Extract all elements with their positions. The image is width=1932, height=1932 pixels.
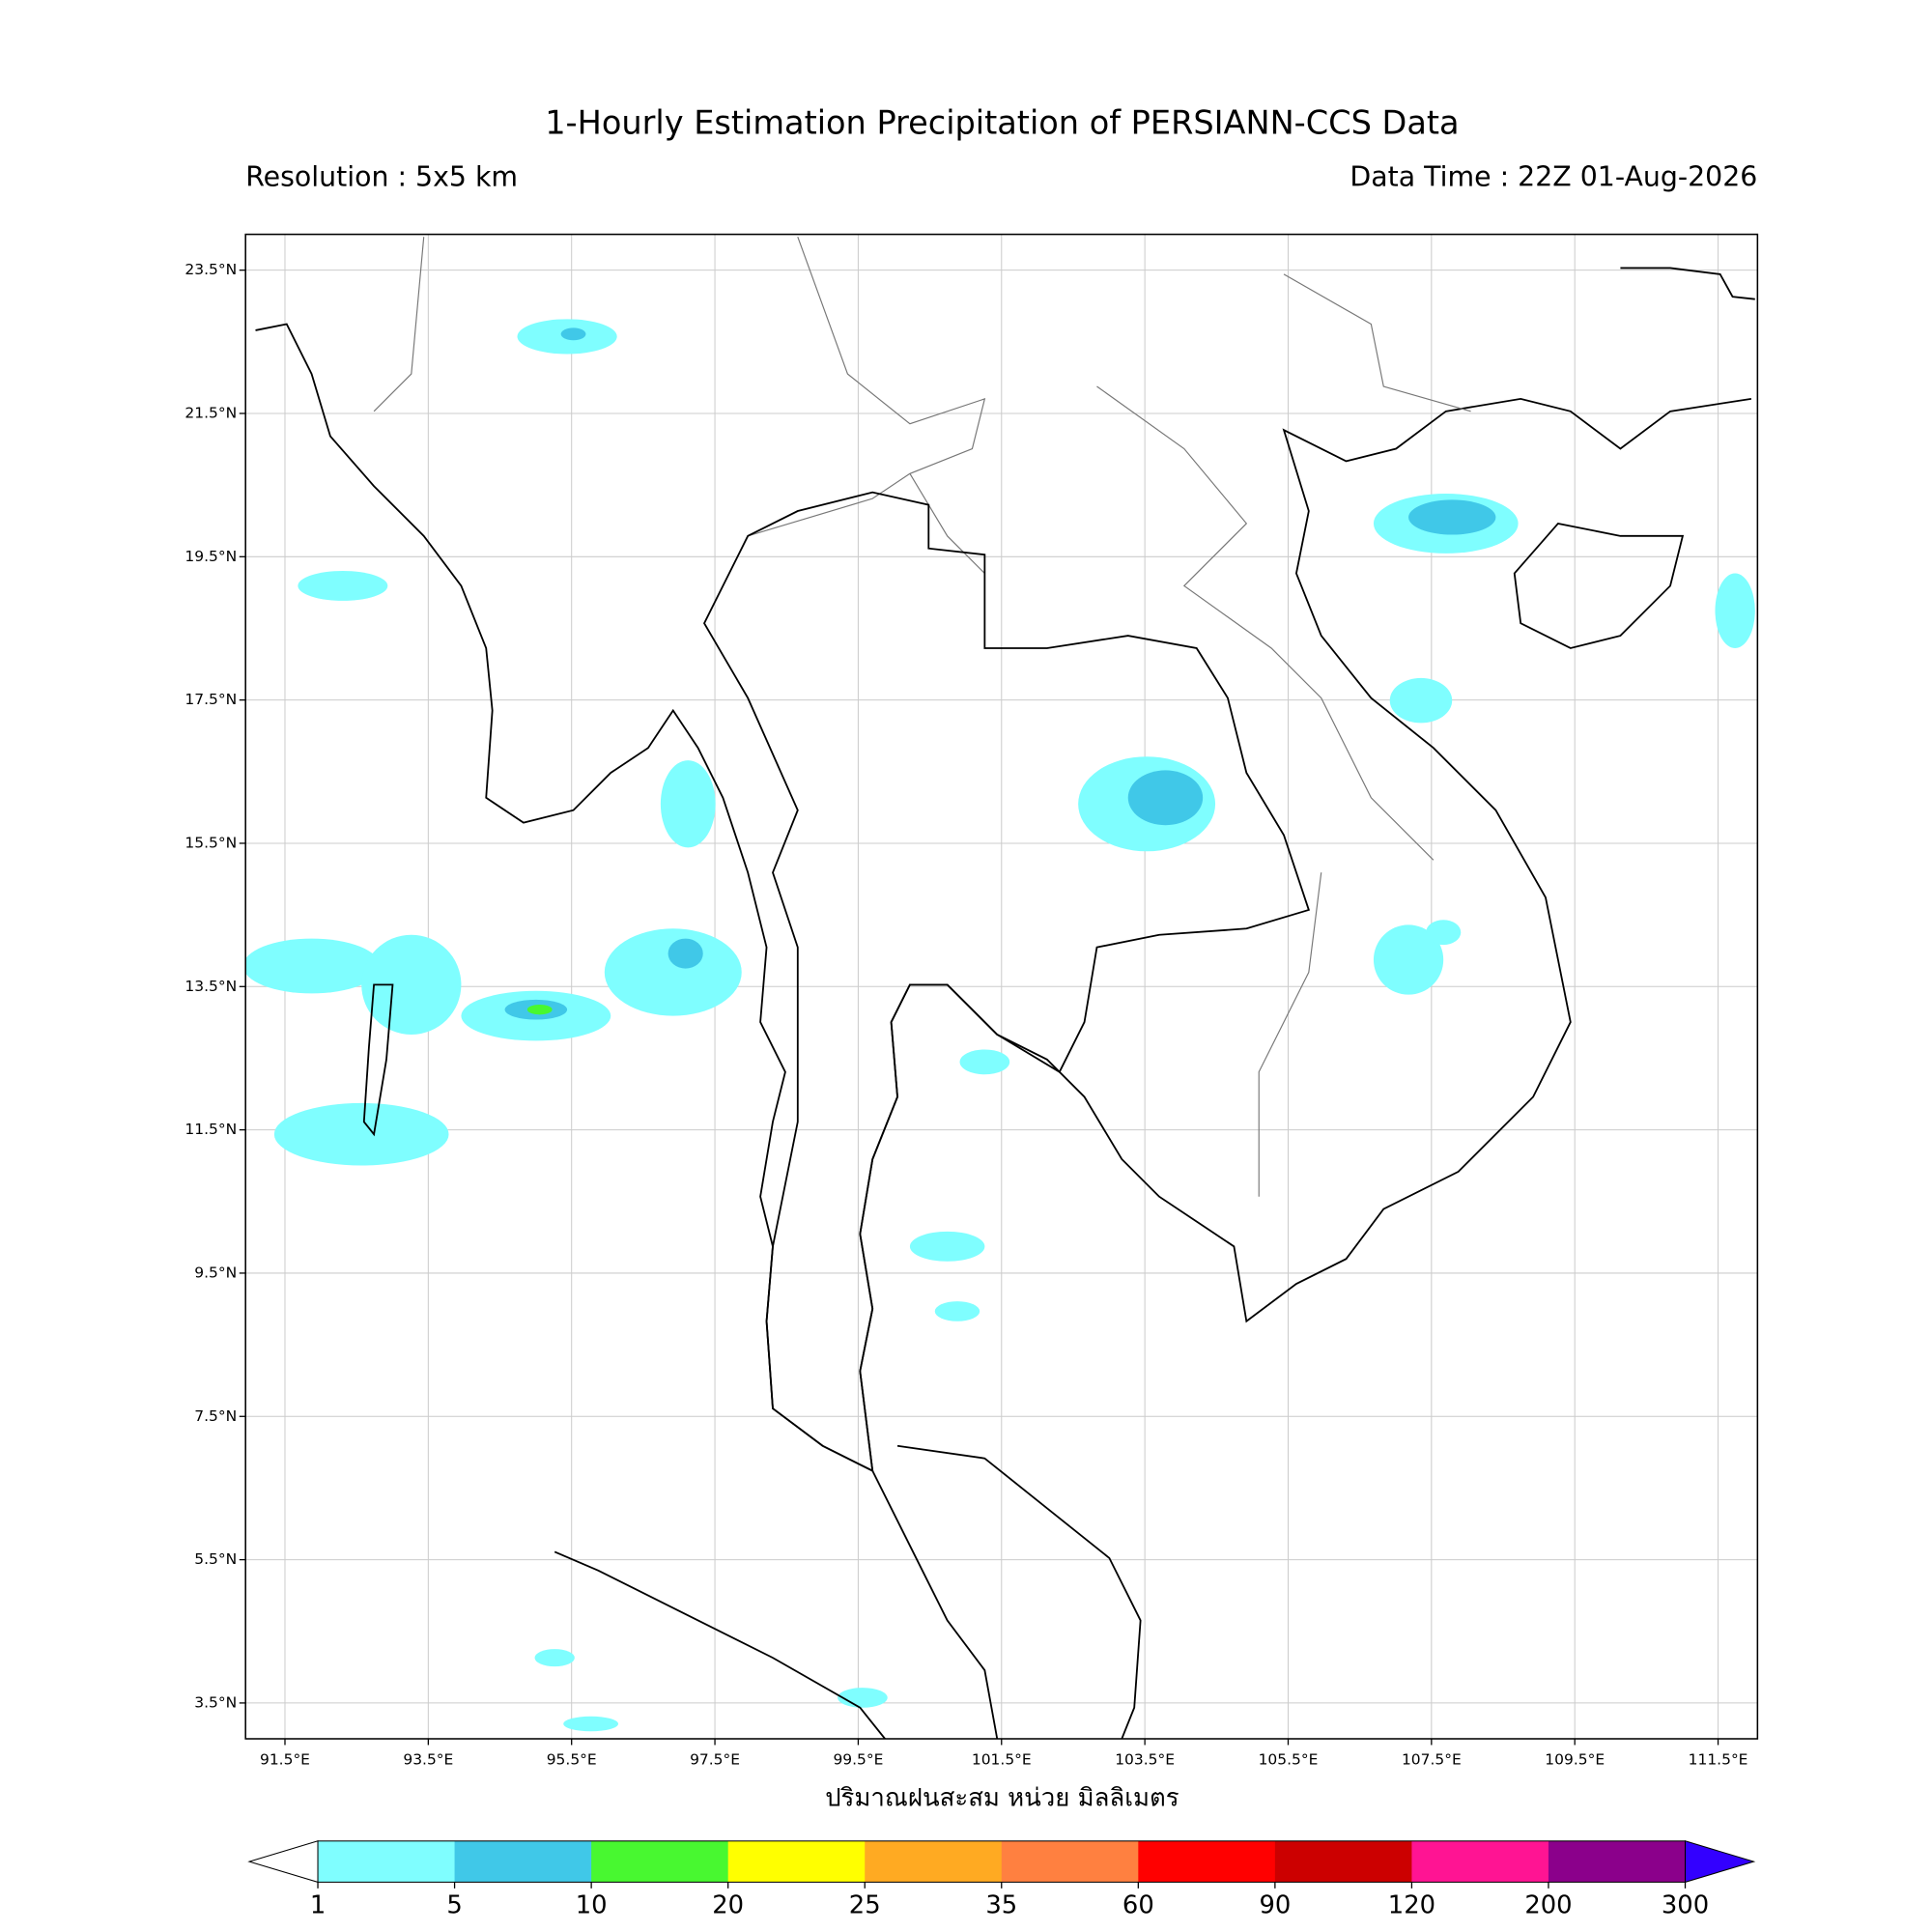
colorbar-tick-label: 5	[446, 1890, 462, 1919]
rain-area	[361, 934, 462, 1035]
rain-area	[1373, 924, 1444, 995]
rain-area	[560, 327, 586, 341]
y-tick-label: 21.5°N	[185, 404, 237, 421]
rain-area	[604, 928, 742, 1016]
colorbar: 1 5 10 20 25 35 60 90 120 200 300	[247, 1840, 1756, 1919]
colorbar-tick-label: 200	[1524, 1890, 1572, 1919]
rain-area	[1389, 677, 1453, 724]
rain-area	[298, 570, 388, 601]
colorbar-bin	[454, 1840, 592, 1883]
rain-area	[838, 1688, 888, 1708]
rain-area	[273, 1102, 449, 1166]
y-tick-label: 17.5°N	[185, 691, 237, 708]
rain-area	[563, 1716, 618, 1732]
x-tick-label: 103.5°E	[1115, 1750, 1175, 1768]
title: 1-Hourly Estimation Precipitation of PER…	[545, 104, 1459, 142]
y-tick-label: 13.5°N	[185, 978, 237, 995]
colorbar-tick-label: 20	[712, 1890, 744, 1919]
x-tick-label: 93.5°E	[403, 1750, 453, 1768]
colorbar-bin	[727, 1840, 866, 1883]
coastline	[554, 1550, 886, 1739]
colorbar-bin	[1411, 1840, 1549, 1883]
colorbar-bin	[1001, 1840, 1139, 1883]
y-tick-label: 11.5°N	[185, 1121, 237, 1138]
x-tick-label: 109.5°E	[1545, 1750, 1605, 1768]
rain-area	[1408, 499, 1496, 535]
precipitation	[245, 319, 1755, 1732]
x-tick-label: 101.5°E	[972, 1750, 1032, 1768]
island	[362, 983, 394, 1137]
colorbar-over	[1684, 1840, 1756, 1884]
y-tick-label: 19.5°N	[185, 548, 237, 565]
rain-area	[660, 760, 716, 848]
colorbar-tick-label: 1	[310, 1890, 326, 1919]
colorbar-bin	[1274, 1840, 1413, 1883]
thailand-border	[703, 491, 1310, 1473]
x-tick-label: 97.5°E	[690, 1750, 740, 1768]
x-tick-label: 95.5°E	[547, 1750, 597, 1768]
coastline	[255, 323, 999, 1739]
colorbar-tick-label: 300	[1662, 1890, 1709, 1919]
colorbar-bin	[591, 1840, 729, 1883]
colorbar-tick-label: 90	[1259, 1890, 1291, 1919]
colorbar-tick-label: 25	[849, 1890, 881, 1919]
colorbar-bin	[1548, 1840, 1687, 1883]
rain-area	[534, 1649, 575, 1667]
resolution: Resolution : 5x5 km	[245, 161, 518, 193]
rain-area	[1426, 920, 1462, 946]
rain-area	[1715, 573, 1755, 648]
y-tick-label: 7.5°N	[194, 1407, 237, 1425]
x-tick-label: 111.5°E	[1689, 1750, 1748, 1768]
rain-area	[245, 938, 381, 994]
rain-area	[668, 938, 703, 969]
colorbar-tick-label: 35	[985, 1890, 1017, 1919]
y-tick-label: 15.5°N	[185, 834, 237, 851]
y-tick-label: 3.5°N	[194, 1693, 237, 1711]
colorbar-bin	[865, 1840, 1003, 1883]
island	[1513, 522, 1685, 649]
rain-area	[526, 1005, 553, 1015]
rain-area	[934, 1301, 980, 1321]
data-time: Data Time : 22Z 01-Aug-2026	[1350, 161, 1757, 193]
x-tick-label: 107.5°E	[1402, 1750, 1462, 1768]
coastline	[859, 397, 1752, 1471]
geography	[255, 236, 1755, 1739]
colorbar-tick-label: 10	[576, 1890, 608, 1919]
y-tick-label: 5.5°N	[194, 1550, 237, 1568]
country-border	[373, 236, 1471, 1197]
colorbar-bin	[1138, 1840, 1276, 1883]
x-tick-label: 105.5°E	[1259, 1750, 1319, 1768]
colorbar-bin	[318, 1840, 456, 1883]
colorbar-under	[247, 1840, 319, 1884]
grid	[245, 234, 1758, 1739]
colorbar-tick-label: 120	[1388, 1890, 1435, 1919]
y-tick-label: 9.5°N	[194, 1264, 237, 1281]
rain-area	[959, 1049, 1010, 1075]
rain-area	[909, 1231, 985, 1262]
y-tick-label: 23.5°N	[185, 261, 237, 278]
coastline	[1620, 267, 1755, 300]
colorbar-label: ปริมาณฝนสะสม หน่วย มิลลิเมตร	[825, 1783, 1179, 1812]
x-tick-label: 91.5°E	[260, 1750, 310, 1768]
colorbar-tick-label: 60	[1122, 1890, 1154, 1919]
coastline	[896, 1444, 1142, 1739]
rain-area	[1127, 770, 1204, 826]
x-tick-label: 99.5°E	[833, 1750, 883, 1768]
